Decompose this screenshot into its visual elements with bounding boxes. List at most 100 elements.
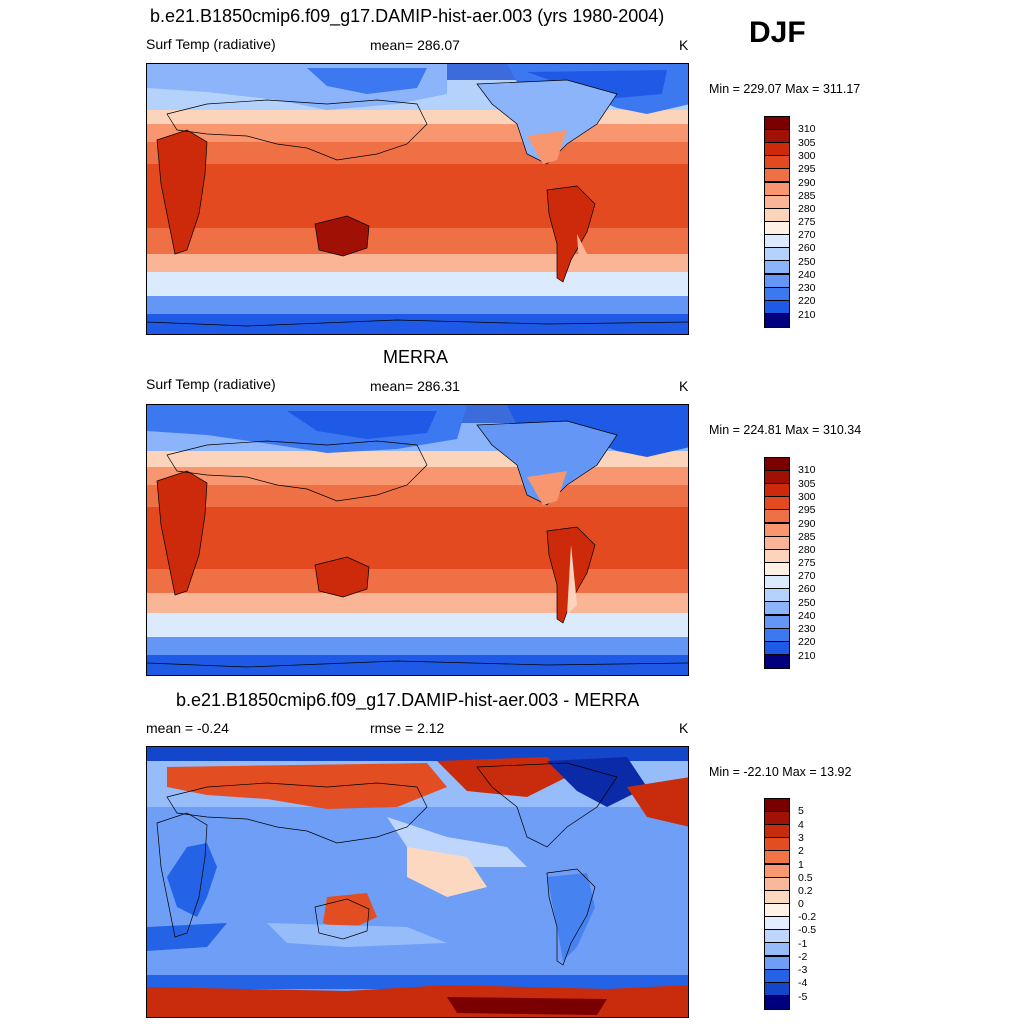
panel2-colorbar-tick: 220 xyxy=(798,636,816,648)
panel1-colorbar-tick: 280 xyxy=(798,203,816,215)
panel2-colorbar-tick: 290 xyxy=(798,518,816,530)
panel1-colorbar-tick: 240 xyxy=(798,269,816,281)
panel3-colorbar-swatch xyxy=(764,811,790,825)
panel2-colorbar-tick: 300 xyxy=(798,491,816,503)
panel3-colorbar-swatch xyxy=(764,890,790,904)
panel2-units: K xyxy=(679,378,689,394)
panel3-colorbar-tick: -4 xyxy=(798,977,808,989)
panel2-colorbar-swatch xyxy=(764,549,790,563)
panel3-colorbar-tick: -1 xyxy=(798,938,808,950)
panel3-rmse-label: rmse = 2.12 xyxy=(370,720,445,736)
panel3-colorbar-tick: 2 xyxy=(798,845,804,857)
panel1-units: K xyxy=(679,37,689,53)
panel2-colorbar-swatch xyxy=(764,483,790,497)
panel1-colorbar-tick: 310 xyxy=(798,123,816,135)
panel2-colorbar-swatch xyxy=(764,601,790,615)
panel2-colorbar-tick: 260 xyxy=(798,583,816,595)
panel3-colorbar-tick: 3 xyxy=(798,832,804,844)
panel1-colorbar-swatch xyxy=(764,313,790,328)
panel1-colorbar-swatch xyxy=(764,195,790,209)
panel3-colorbar-swatch xyxy=(764,850,790,864)
panel2-colorbar-swatch xyxy=(764,562,790,576)
panel3-colorbar-swatch xyxy=(764,956,790,970)
panel1-colorbar-tick: 285 xyxy=(798,190,816,202)
panel1-colorbar-swatch xyxy=(764,300,790,314)
panel3-colorbar-swatch xyxy=(764,929,790,943)
panel1-colorbar-swatch xyxy=(764,260,790,274)
panel3-colorbar-swatch xyxy=(764,824,790,838)
panel3-map-svg xyxy=(147,747,688,1017)
panel1-colorbar-tick: 210 xyxy=(798,309,816,321)
panel1-colorbar-tick: 220 xyxy=(798,295,816,307)
panel3-colorbar-tick: 5 xyxy=(798,805,804,817)
panel2-colorbar-swatch xyxy=(764,654,790,669)
panel3-colorbar-tick: 0.5 xyxy=(798,872,813,884)
panel1-colorbar-swatch xyxy=(764,129,790,143)
panel2-minmax: Min = 224.81 Max = 310.34 xyxy=(709,423,862,437)
panel2-colorbar-tick: 310 xyxy=(798,464,816,476)
panel1-colorbar-swatch xyxy=(764,116,790,130)
panel3-title: b.e21.B1850cmip6.f09_g17.DAMIP-hist-aer.… xyxy=(176,690,640,710)
panel3-colorbar-tick: 0.2 xyxy=(798,885,813,897)
panel1-title: b.e21.B1850cmip6.f09_g17.DAMIP-hist-aer.… xyxy=(150,6,665,26)
panel1-colorbar-swatch xyxy=(764,168,790,182)
panel3-colorbar-tick: -0.2 xyxy=(798,911,817,923)
panel2-colorbar-swatch xyxy=(764,523,790,537)
panel2-colorbar-tick: 275 xyxy=(798,557,816,569)
panel2-colorbar-tick: 295 xyxy=(798,504,816,516)
panel2-colorbar-swatch xyxy=(764,509,790,523)
panel2-variable-label: Surf Temp (radiative) xyxy=(146,376,276,392)
panel1-colorbar-swatch xyxy=(764,287,790,301)
panel2-colorbar-swatch xyxy=(764,470,790,484)
panel2-colorbar-swatch xyxy=(764,457,790,471)
panel1-minmax: Min = 229.07 Max = 311.17 xyxy=(709,82,861,96)
panel1-colorbar-swatch xyxy=(764,247,790,261)
panel2-colorbar-swatch xyxy=(764,536,790,550)
panel2-colorbar-swatch xyxy=(764,588,790,602)
panel3-colorbar-tick: 0 xyxy=(798,898,804,910)
panel3-colorbar-tick: -5 xyxy=(798,991,808,1003)
panel2-colorbar-tick: 210 xyxy=(798,650,816,662)
panel3-map xyxy=(146,746,689,1018)
panel1-colorbar-tick: 230 xyxy=(798,282,816,294)
panel2-colorbar-tick: 250 xyxy=(798,597,816,609)
panel1-colorbar-swatch xyxy=(764,142,790,156)
panel2-colorbar-tick: 270 xyxy=(798,570,816,582)
panel2-colorbar-tick: 285 xyxy=(798,531,816,543)
panel2-colorbar-tick: 305 xyxy=(798,478,816,490)
panel2-colorbar-tick: 230 xyxy=(798,623,816,635)
panel3-colorbar-tick: -2 xyxy=(798,951,808,963)
panel1-colorbar-tick: 295 xyxy=(798,163,816,175)
panel3-colorbar-swatch xyxy=(764,877,790,891)
panel2-colorbar-swatch xyxy=(764,615,790,629)
panel1-colorbar-swatch xyxy=(764,221,790,235)
panel1-colorbar-swatch xyxy=(764,155,790,169)
panel1-colorbar-tick: 260 xyxy=(798,242,816,254)
panel1-colorbar-swatch xyxy=(764,182,790,196)
panel2-colorbar-swatch xyxy=(764,641,790,655)
panel1-map-svg xyxy=(147,64,688,334)
panel2-colorbar-tick: 240 xyxy=(798,610,816,622)
panel3-minmax: Min = -22.10 Max = 13.92 xyxy=(709,765,852,779)
panel2-colorbar-tick: 280 xyxy=(798,544,816,556)
panel3-colorbar-swatch xyxy=(764,995,790,1010)
panel2-colorbar-swatch xyxy=(764,628,790,642)
panel2-map-svg xyxy=(147,405,688,675)
panel3-colorbar-swatch xyxy=(764,982,790,996)
panel1-colorbar-swatch xyxy=(764,274,790,288)
panel1-colorbar-tick: 300 xyxy=(798,150,816,162)
panel3-colorbar-swatch xyxy=(764,942,790,956)
panel2-colorbar-swatch xyxy=(764,575,790,589)
panel1-variable-label: Surf Temp (radiative) xyxy=(146,36,276,52)
panel2-title: MERRA xyxy=(383,347,449,367)
panel1-colorbar-tick: 305 xyxy=(798,137,816,149)
panel3-colorbar-swatch xyxy=(764,969,790,983)
panel1-mean-label: mean= 286.07 xyxy=(370,37,460,53)
panel3-colorbar-swatch xyxy=(764,916,790,930)
panel3-colorbar-tick: 4 xyxy=(798,819,804,831)
panel3-colorbar-swatch xyxy=(764,864,790,878)
panel1-colorbar-tick: 250 xyxy=(798,256,816,268)
season-label: DJF xyxy=(749,16,806,49)
panel2-mean-label: mean= 286.31 xyxy=(370,378,460,394)
panel3-colorbar-tick: -3 xyxy=(798,964,808,976)
